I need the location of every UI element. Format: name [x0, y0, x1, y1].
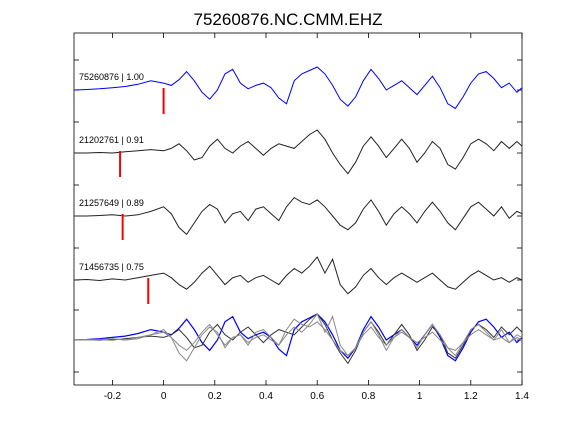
- waveform-traces: [73, 66, 523, 295]
- waveform-trace-3: [74, 196, 523, 236]
- overlay-trace-3: [74, 318, 523, 362]
- trace-label: 21202761 | 0.91: [79, 135, 144, 145]
- waveform-overlay: [73, 312, 523, 365]
- x-tick-label: 0.4: [259, 391, 273, 402]
- trace-label: 71456735 | 0.75: [79, 262, 144, 272]
- plot-frame: [73, 32, 523, 386]
- x-tick-label: 0: [161, 391, 167, 402]
- trace-label: 75260876 | 1.00: [79, 72, 144, 82]
- x-tick-label: -0.2: [104, 391, 122, 402]
- waveform-trace-2: [74, 129, 523, 175]
- pick-markers: [119, 88, 165, 304]
- trace-label: 21257649 | 0.89: [79, 198, 144, 208]
- x-tick-label: 1: [417, 391, 423, 402]
- waveform-trace-4: [73, 256, 523, 295]
- x-tick-label: 0.2: [208, 391, 222, 402]
- x-tick-label: 1.2: [464, 391, 478, 402]
- x-tick-label: 0.6: [310, 391, 324, 402]
- x-tick-label: 1.4: [515, 391, 529, 402]
- waveform-trace-1: [73, 66, 523, 110]
- chart-title: 75260876.NC.CMM.EHZ: [194, 10, 383, 29]
- x-axis: -0.2 0 0.2 0.4 0.6 0.8 1 1.2 1.4: [104, 33, 529, 402]
- x-tick-label: 0.8: [361, 391, 375, 402]
- trace-labels: 75260876 | 1.00 21202761 | 0.91 21257649 |…: [79, 72, 144, 272]
- overlay-trace-4: [73, 312, 523, 357]
